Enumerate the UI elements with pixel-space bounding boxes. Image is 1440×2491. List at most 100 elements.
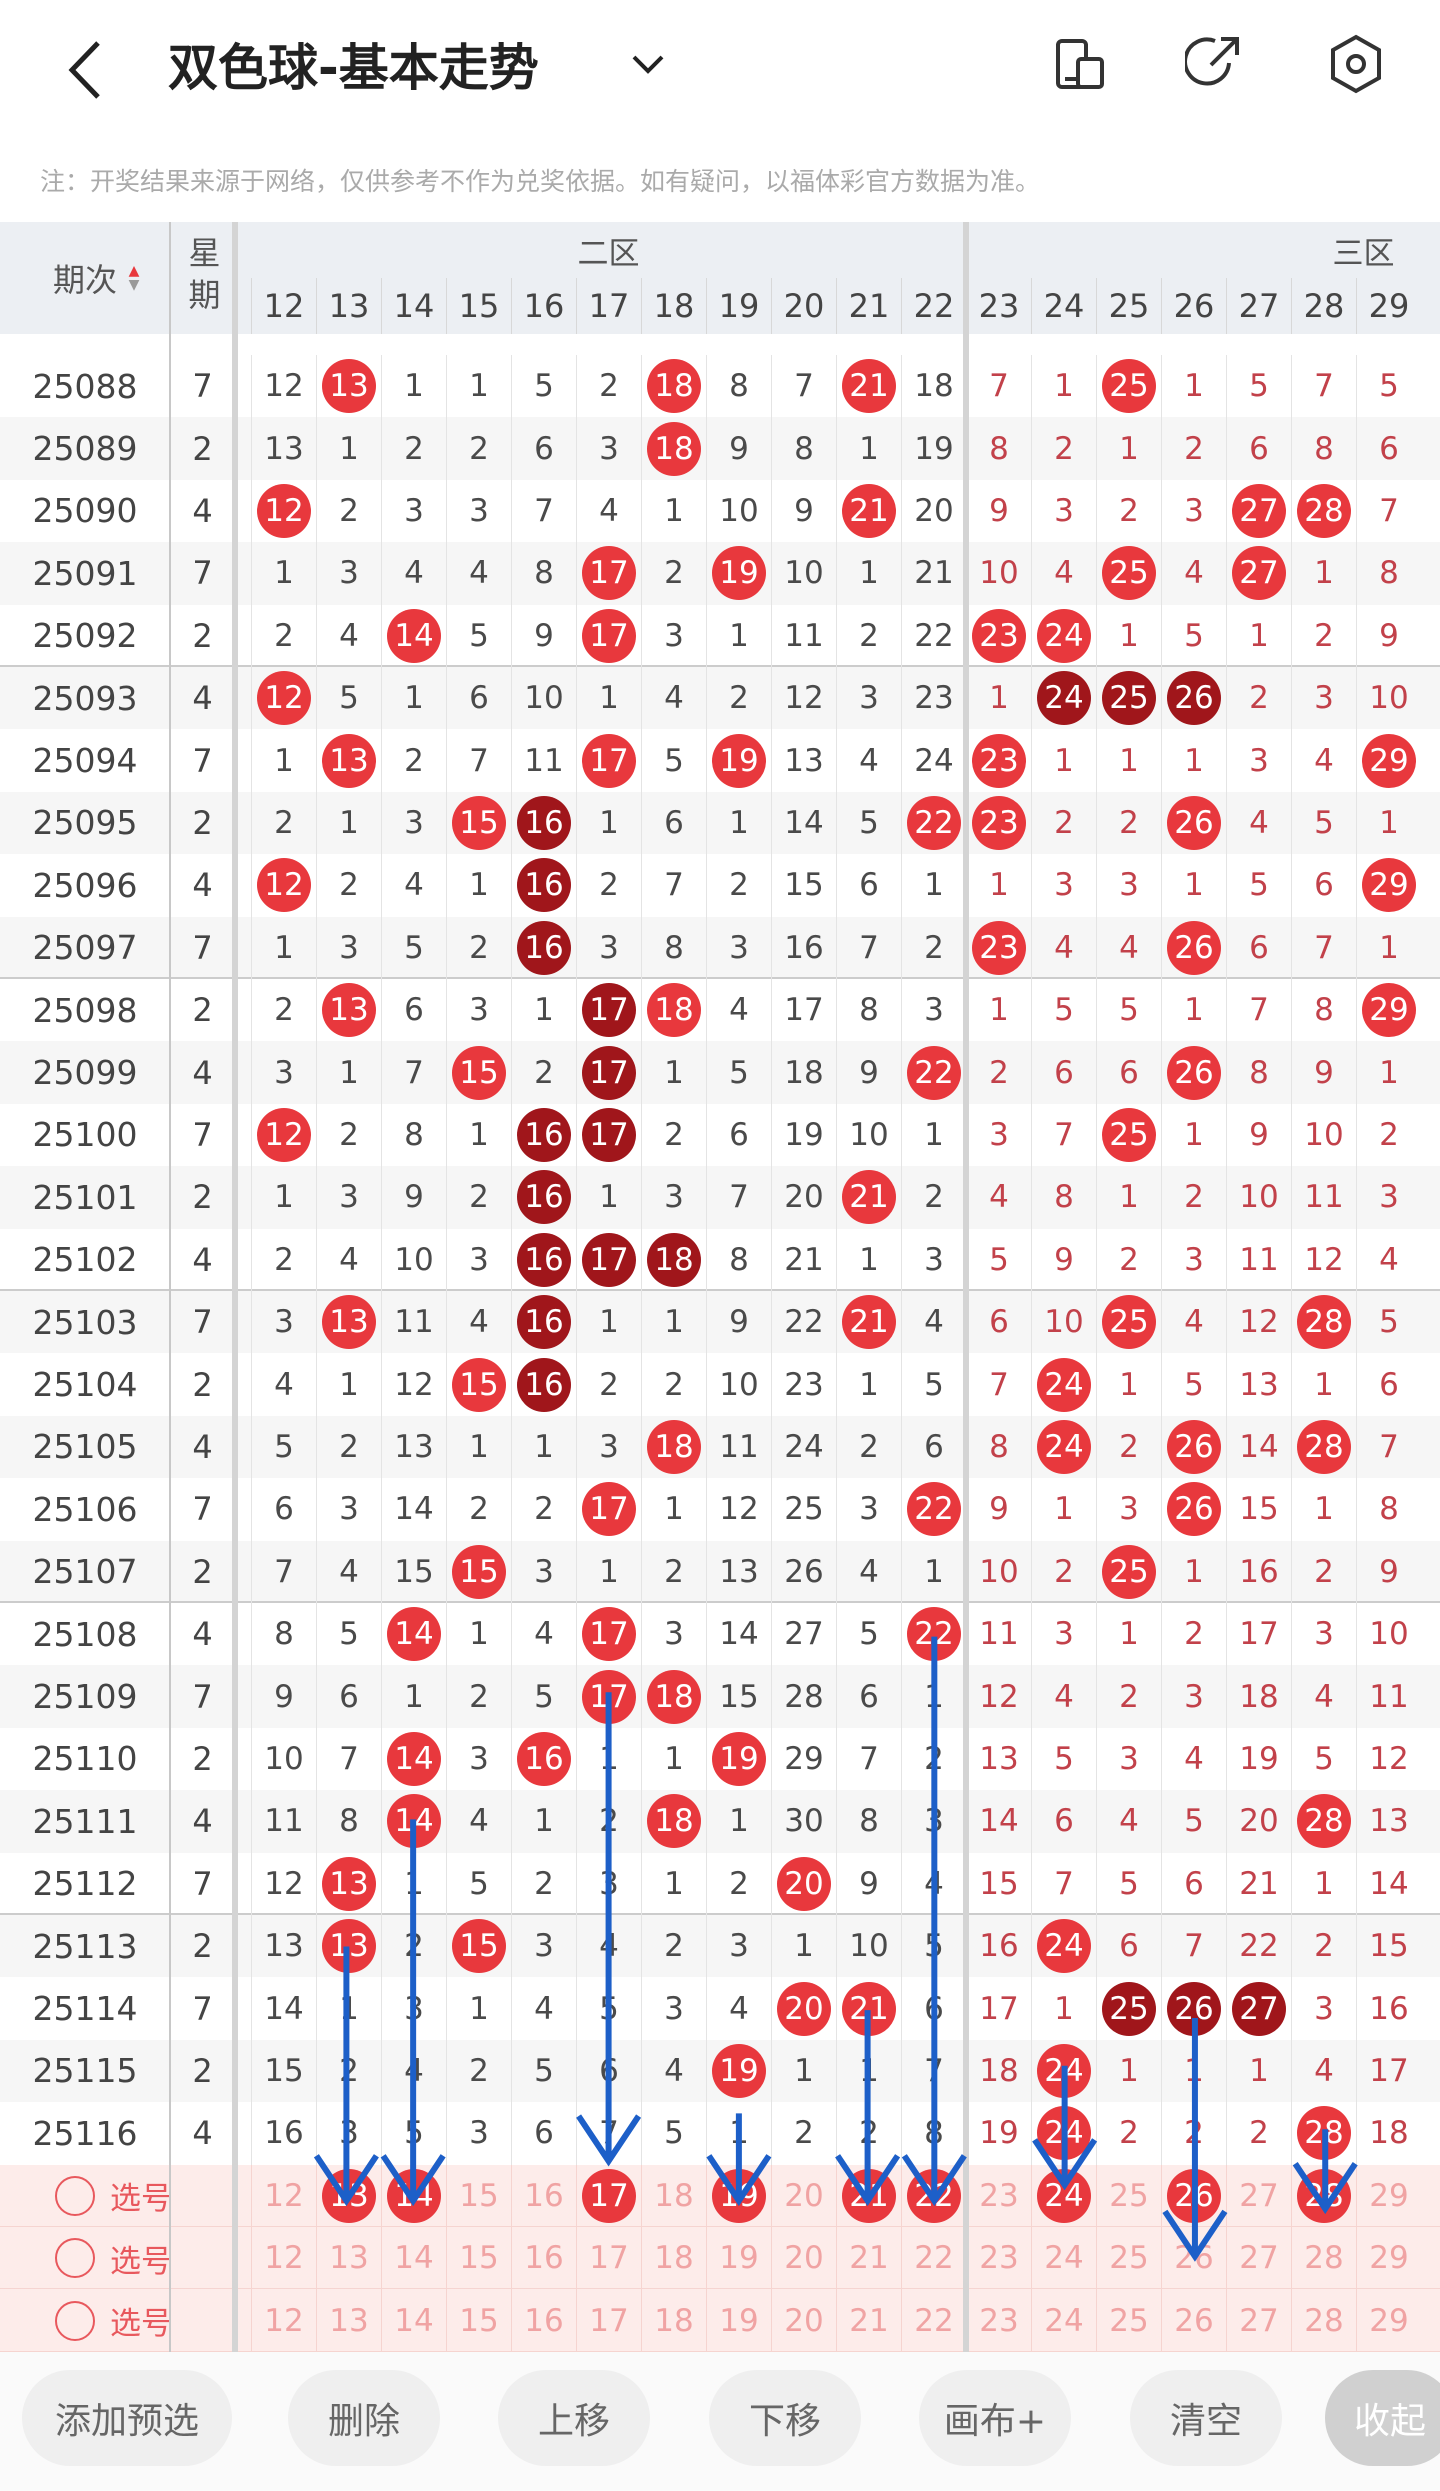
trend-cell: 1 [1226, 2039, 1291, 2103]
pick-cell[interactable]: 28 [1291, 2227, 1356, 2290]
issue: 25090 [32, 491, 138, 531]
pick-cell[interactable]: 21 [836, 2227, 901, 2290]
pick-cell[interactable]: 23 [966, 2164, 1031, 2227]
trend-cell: 15 [446, 1915, 511, 1978]
toolbar-button[interactable]: 画布+ [919, 2370, 1071, 2466]
ball: 16 [517, 1170, 571, 1225]
pick-cell[interactable]: 24 [1031, 2289, 1096, 2352]
pick-cell[interactable]: 28 [1291, 2164, 1356, 2227]
pick-cell[interactable]: 27 [1226, 2164, 1291, 2227]
trend-cell: 2 [836, 1415, 901, 1479]
toolbar-button[interactable]: 上移 [498, 2370, 650, 2466]
pick-cell[interactable]: 13 [316, 2164, 381, 2227]
pick-label[interactable]: 选号 [50, 2289, 190, 2351]
pick-radio[interactable] [55, 2300, 95, 2341]
ball: 24 [1037, 2043, 1091, 2098]
trend-cell: 2 [446, 1665, 511, 1728]
pick-cell[interactable]: 18 [641, 2164, 706, 2227]
pick-cell[interactable]: 15 [446, 2164, 511, 2227]
ball: 19 [712, 2168, 766, 2223]
pick-cell[interactable]: 13 [316, 2227, 381, 2290]
pick-cell[interactable]: 14 [381, 2164, 446, 2227]
switch-icon[interactable] [1050, 35, 1110, 95]
pick-cell[interactable]: 28 [1291, 2289, 1356, 2352]
pick-cell[interactable]: 14 [381, 2289, 446, 2352]
pick-cell[interactable]: 29 [1356, 2164, 1421, 2227]
toolbar-button[interactable]: 下移 [709, 2370, 861, 2466]
ball: 13 [322, 1919, 376, 1974]
pick-cell[interactable]: 12 [251, 2289, 316, 2352]
pick-cell[interactable]: 22 [901, 2164, 966, 2227]
trend-cell: 2 [1096, 479, 1161, 543]
pick-radio[interactable] [55, 2238, 95, 2279]
dropdown[interactable] [628, 45, 668, 85]
pick-cell[interactable]: 17 [576, 2289, 641, 2352]
trend-cell: 6 [1031, 1790, 1096, 1853]
pick-cell[interactable]: 22 [901, 2289, 966, 2352]
pick-cell[interactable]: 29 [1356, 2227, 1421, 2290]
pick-cell[interactable]: 16 [511, 2289, 576, 2352]
trend-cell: 4 [966, 1166, 1031, 1229]
pick-cell[interactable]: 24 [1031, 2227, 1096, 2290]
toolbar-button[interactable]: 添加预选 [22, 2370, 232, 2466]
pick-cell[interactable]: 24 [1031, 2164, 1096, 2227]
pick-cell[interactable]: 23 [966, 2289, 1031, 2352]
back-button[interactable] [60, 35, 110, 105]
ball: 17 [582, 1232, 636, 1287]
pick-label[interactable]: 选号 [50, 2227, 190, 2289]
toolbar-button[interactable]: 收起 [1325, 2370, 1440, 2466]
trend-cell: 28 [1291, 1291, 1356, 1354]
trend-cell: 16 [511, 1291, 576, 1354]
pick-cell[interactable]: 25 [1096, 2164, 1161, 2227]
pick-cell[interactable]: 26 [1161, 2164, 1226, 2227]
pick-cell[interactable]: 27 [1226, 2289, 1291, 2352]
pick-cell[interactable]: 23 [966, 2227, 1031, 2290]
pick-cell[interactable]: 17 [576, 2164, 641, 2227]
pick-cell[interactable]: 20 [771, 2227, 836, 2290]
toolbar-button[interactable]: 删除 [288, 2370, 440, 2466]
pick-cell[interactable]: 18 [641, 2289, 706, 2352]
trend-cell: 7 [1031, 1103, 1096, 1167]
pick-cell[interactable]: 18 [641, 2227, 706, 2290]
trend-cell: 25 [1096, 355, 1161, 418]
pick-cell[interactable]: 21 [836, 2289, 901, 2352]
pick-cell[interactable]: 27 [1226, 2227, 1291, 2290]
pick-cell[interactable]: 14 [381, 2227, 446, 2290]
trend-cell: 7 [966, 1353, 1031, 1416]
pick-cell[interactable]: 21 [836, 2164, 901, 2227]
trend-cell: 3 [966, 1103, 1031, 1167]
pick-cell[interactable]: 25 [1096, 2227, 1161, 2290]
pick-cell[interactable]: 20 [771, 2289, 836, 2352]
pick-cell[interactable]: 19 [706, 2227, 771, 2290]
pick-cell[interactable]: 13 [316, 2289, 381, 2352]
pick-cell[interactable]: 12 [251, 2164, 316, 2227]
pick-cell[interactable]: 16 [511, 2164, 576, 2227]
trend-cell: 3 [316, 1166, 381, 1229]
pick-cell[interactable]: 20 [771, 2164, 836, 2227]
settings-icon[interactable] [1325, 33, 1387, 95]
trend-cell: 3 [576, 916, 641, 979]
trend-cell: 3 [251, 1291, 316, 1354]
pick-cell[interactable]: 22 [901, 2227, 966, 2290]
pick-radio[interactable] [55, 2175, 95, 2216]
trend-cell: 8 [706, 355, 771, 418]
pick-cell[interactable]: 19 [706, 2164, 771, 2227]
pick-cell[interactable]: 29 [1356, 2289, 1421, 2352]
pick-label[interactable]: 选号 [50, 2165, 190, 2227]
trend-cell: 10 [251, 1727, 316, 1791]
ball: 26 [1167, 1419, 1221, 1474]
pick-cell[interactable]: 16 [511, 2227, 576, 2290]
pick-cell[interactable]: 12 [251, 2227, 316, 2290]
pick-cell[interactable]: 15 [446, 2227, 511, 2290]
pick-cell[interactable]: 26 [1161, 2227, 1226, 2290]
ball: 19 [712, 546, 766, 601]
pick-cell[interactable]: 15 [446, 2289, 511, 2352]
toolbar-button[interactable]: 清空 [1130, 2370, 1282, 2466]
pick-cell[interactable]: 19 [706, 2289, 771, 2352]
ball: 25 [1102, 359, 1156, 414]
share-icon[interactable] [1185, 33, 1245, 93]
pick-cell[interactable]: 26 [1161, 2289, 1226, 2352]
pick-cell[interactable]: 25 [1096, 2289, 1161, 2352]
pick-cell[interactable]: 17 [576, 2227, 641, 2290]
